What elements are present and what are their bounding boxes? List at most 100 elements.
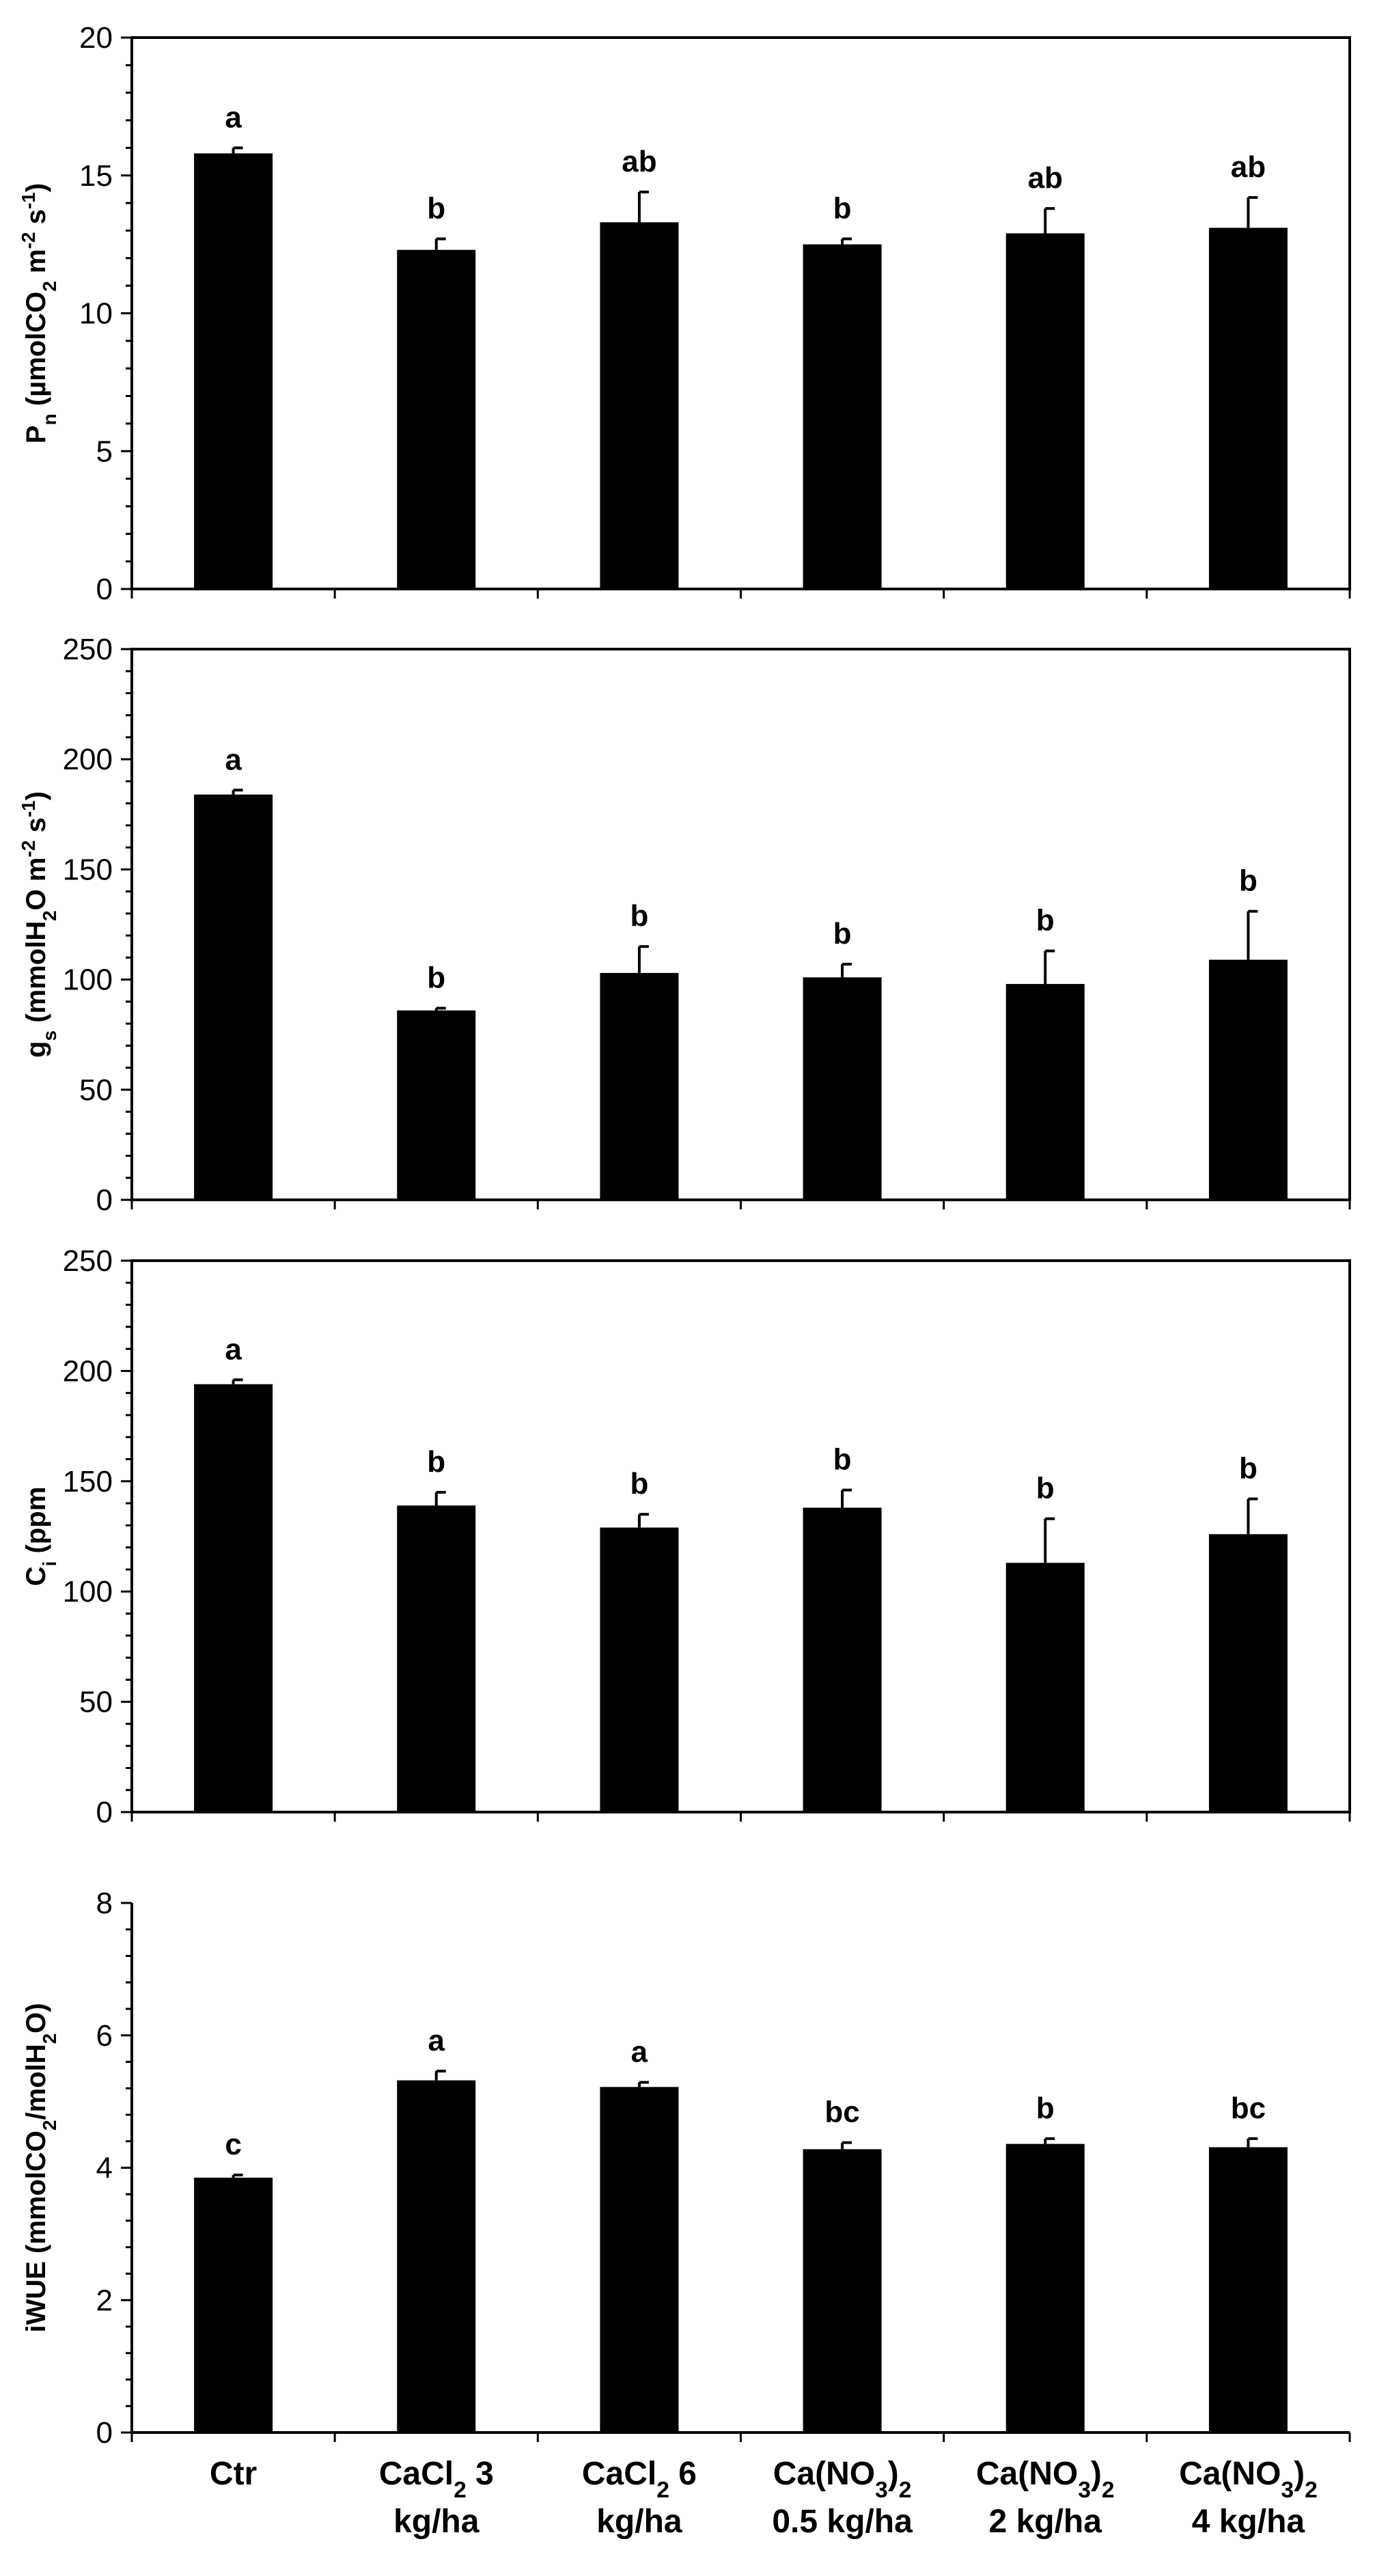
- text-run: s: [39, 1030, 60, 1041]
- text-run: i: [39, 1561, 60, 1567]
- bar: [1005, 233, 1085, 589]
- y-tick-label: 5: [96, 435, 113, 468]
- category-label-line2: 0.5 kg/ha: [772, 2504, 913, 2540]
- text-run: Ca(NO: [1179, 2456, 1281, 2492]
- bar: [803, 2149, 882, 2433]
- significance-letter: ab: [1028, 161, 1063, 195]
- y-tick-label: 150: [63, 853, 113, 886]
- significance-letter: ab: [1231, 150, 1266, 184]
- bar: [803, 977, 882, 1200]
- text-run: -1: [18, 192, 39, 209]
- category-label-line2: kg/ha: [596, 2504, 682, 2540]
- significance-letter: a: [225, 743, 242, 776]
- plot-frame: [130, 648, 1351, 1201]
- significance-letter: b: [427, 1445, 445, 1479]
- significance-letter: b: [1036, 904, 1055, 937]
- category-label: Ca(NO3)2: [1179, 2456, 1318, 2503]
- text-run: C: [21, 1566, 51, 1586]
- text-run: 2: [1102, 2478, 1115, 2503]
- text-run: -2: [18, 840, 39, 858]
- text-run: kg/ha: [596, 2504, 682, 2540]
- bar: [600, 972, 679, 1200]
- y-tick-label: 200: [63, 743, 113, 776]
- significance-letter: a: [428, 2024, 445, 2057]
- category-label: CaCl2 6: [582, 2456, 697, 2503]
- bar: [1208, 228, 1288, 589]
- text-run: 3: [1078, 2478, 1091, 2503]
- significance-letter: c: [225, 2128, 241, 2161]
- bar: [600, 2087, 679, 2433]
- text-run: m: [21, 249, 51, 281]
- text-run: /molH: [21, 2044, 51, 2120]
- y-tick-label: 0: [96, 1796, 113, 1829]
- significance-letter: b: [427, 961, 445, 995]
- text-run: 2: [39, 2033, 60, 2044]
- bar: [803, 244, 882, 589]
- y-tick-label: 250: [63, 633, 113, 666]
- bar: [600, 222, 679, 590]
- bar: [1005, 1563, 1085, 1812]
- y-tick-label: 50: [79, 1686, 113, 1719]
- text-run: Ca(NO: [773, 2456, 875, 2492]
- y-tick-label: 250: [63, 1244, 113, 1278]
- significance-letter: ab: [622, 145, 656, 178]
- text-run: ): [888, 2456, 899, 2492]
- significance-letter: bc: [1231, 2092, 1266, 2125]
- bar: [1005, 984, 1085, 1200]
- significance-letter: a: [225, 1332, 242, 1366]
- y-tick-label: 150: [63, 1465, 113, 1498]
- text-run: 3: [467, 2456, 494, 2492]
- text-run: (ppm: [21, 1487, 51, 1561]
- y-tick-label: 100: [63, 1575, 113, 1608]
- text-run: 2: [1305, 2478, 1318, 2503]
- text-run: O m: [21, 858, 51, 911]
- category-label: Ctr: [210, 2456, 257, 2492]
- bar: [1208, 2147, 1288, 2433]
- plot-frame: [130, 36, 1351, 590]
- bar: [194, 2178, 273, 2433]
- text-run: CaCl: [379, 2456, 454, 2492]
- text-run: O): [21, 2003, 51, 2033]
- text-run: P: [21, 425, 51, 443]
- text-run: 3: [875, 2478, 888, 2503]
- significance-letter: b: [630, 1467, 648, 1501]
- y-tick-label: 8: [96, 1887, 113, 1920]
- bar: [600, 1527, 679, 1812]
- y-tick-label: 15: [79, 159, 113, 193]
- bar: [194, 153, 273, 590]
- text-run: (µmolCO: [21, 292, 51, 414]
- y-tick-label: 50: [79, 1073, 113, 1107]
- y-tick-label: 4: [96, 2152, 113, 2185]
- text-run: Ctr: [210, 2456, 257, 2492]
- bar: [194, 1384, 273, 1812]
- text-run: 2: [454, 2478, 467, 2503]
- text-run: kg/ha: [393, 2504, 480, 2540]
- category-label: Ca(NO3)2: [976, 2456, 1115, 2503]
- category-label: CaCl2 3: [379, 2456, 494, 2503]
- y-tick-label: 0: [96, 573, 113, 606]
- significance-letter: a: [631, 2036, 648, 2069]
- significance-letter: b: [427, 192, 445, 225]
- significance-letter: b: [1036, 2092, 1055, 2125]
- significance-letter: b: [1239, 1452, 1258, 1485]
- text-run: g: [21, 1041, 51, 1058]
- text-run: ): [21, 183, 51, 192]
- y-axis-label: Pn (µmolCO2 m-2 s-1): [18, 183, 60, 443]
- y-tick-label: 20: [79, 21, 113, 55]
- text-run: ): [21, 791, 51, 800]
- bar: [397, 2080, 476, 2433]
- bar: [1005, 2143, 1085, 2433]
- y-tick-label: 0: [96, 2416, 113, 2450]
- bar: [194, 794, 273, 1200]
- text-run: 4 kg/ha: [1192, 2504, 1305, 2540]
- text-run: ): [1294, 2456, 1305, 2492]
- text-run: ): [1091, 2456, 1102, 2492]
- category-label: Ca(NO3)2: [773, 2456, 912, 2503]
- bar: [1208, 959, 1288, 1200]
- significance-letter: b: [833, 192, 852, 225]
- text-run: n: [39, 413, 60, 425]
